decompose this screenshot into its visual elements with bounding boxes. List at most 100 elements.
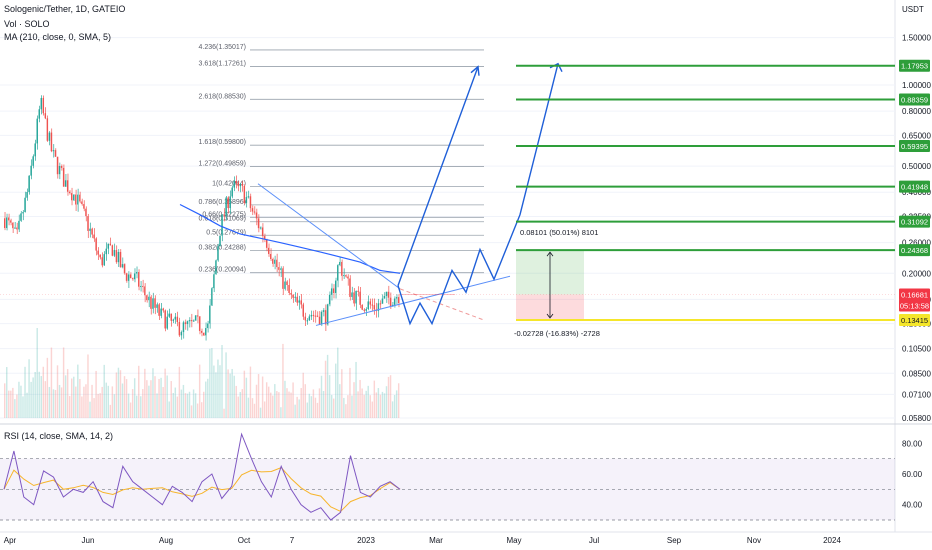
volume-bar — [274, 384, 276, 418]
volume-bar — [4, 383, 6, 418]
volume-bar — [328, 375, 331, 418]
volume-bar — [249, 366, 252, 418]
volume-bar — [71, 378, 73, 418]
volume-bar — [270, 392, 272, 418]
volume-bar — [351, 395, 353, 418]
volume-bar — [119, 370, 122, 418]
volume-bar — [85, 384, 87, 418]
candle-body — [292, 294, 294, 298]
price-tick-label: 0.08500 — [902, 369, 931, 378]
candle-body — [353, 292, 355, 304]
volume-bar — [97, 393, 99, 418]
candle-body — [306, 320, 309, 322]
candle-body — [44, 113, 47, 119]
candle-body — [66, 180, 69, 192]
price-tag-label: 0.16681 — [901, 290, 928, 299]
candle-body — [341, 261, 343, 276]
candle-body — [270, 253, 272, 260]
candle-body — [365, 309, 367, 311]
volume-bar — [357, 391, 359, 418]
volume-bar — [247, 397, 250, 418]
candle-body — [259, 227, 262, 229]
price-tag-label: 05:13:58 — [900, 301, 929, 310]
candle-body — [245, 197, 248, 203]
candle-body — [14, 227, 16, 229]
candle-body — [322, 310, 325, 312]
volume-bar — [298, 399, 300, 418]
volume-bar — [205, 381, 207, 418]
candle-body — [42, 97, 45, 114]
price-tag — [899, 288, 930, 301]
candle-body — [20, 213, 22, 221]
volume-bar — [339, 384, 341, 418]
volume-bar — [219, 365, 221, 418]
volume-bar — [113, 394, 116, 418]
candle-body — [170, 313, 172, 321]
candle-body — [337, 265, 339, 281]
volume-bar — [290, 392, 292, 418]
candle-body — [133, 273, 136, 280]
candle-body — [363, 309, 365, 311]
candle-body — [18, 220, 20, 230]
volume-bar — [109, 404, 112, 418]
candle-body — [282, 268, 284, 289]
candle-body — [32, 156, 34, 166]
candle-body — [265, 239, 268, 248]
candle-body — [129, 274, 132, 279]
candle-body — [178, 321, 181, 336]
rsi-tick-label: 40.00 — [902, 501, 923, 510]
volume-bar — [115, 372, 118, 418]
candle-body — [276, 259, 278, 268]
candle-body — [312, 314, 315, 316]
candle-body — [142, 285, 144, 287]
candle-body — [140, 285, 142, 287]
volume-bar — [14, 399, 16, 418]
volume-bar — [174, 387, 177, 418]
time-tick-label: May — [506, 536, 521, 545]
volume-bar — [377, 388, 380, 418]
volume-bar — [111, 386, 114, 418]
candle-body — [298, 300, 300, 303]
time-tick-label: Aug — [159, 536, 173, 545]
volume-bar — [105, 382, 107, 418]
candle-body — [87, 216, 89, 231]
candle-body — [26, 192, 28, 198]
volume-bar — [211, 348, 213, 418]
volume-bar — [371, 401, 373, 418]
volume-bar — [52, 389, 55, 418]
volume-bar — [150, 380, 152, 418]
volume-bar — [168, 401, 170, 418]
volume-bar — [81, 396, 83, 418]
volume-bar — [140, 396, 142, 418]
candle-body — [125, 273, 128, 281]
price-tag-label: 1.17953 — [901, 62, 928, 71]
axis-unit-label: USDT — [902, 5, 924, 14]
candle-body — [136, 272, 138, 274]
candle-body — [227, 197, 229, 209]
candle-body — [48, 132, 51, 141]
volume-bar — [154, 376, 156, 418]
candle-body — [24, 197, 26, 213]
candle-body — [196, 315, 199, 317]
volume-bar — [337, 347, 339, 418]
volume-bar — [326, 354, 329, 418]
volume-bar — [77, 364, 79, 418]
volume-bar — [93, 398, 95, 418]
candle-body — [99, 254, 101, 258]
candle-body — [40, 97, 42, 110]
candle-body — [192, 320, 195, 322]
volume-bar — [296, 396, 298, 418]
candle-body — [207, 323, 209, 329]
price-tag-label: 0.88359 — [901, 96, 928, 105]
volume-bar — [34, 371, 36, 418]
volume-bar — [16, 394, 18, 418]
volume-bar — [156, 393, 158, 418]
volume-bar — [379, 394, 382, 418]
support-trendline — [315, 275, 511, 326]
volume-bar — [332, 398, 335, 418]
candle-body — [152, 298, 154, 309]
volume-bar — [251, 398, 254, 418]
volume-bar — [349, 367, 351, 418]
candle-body — [71, 193, 73, 201]
